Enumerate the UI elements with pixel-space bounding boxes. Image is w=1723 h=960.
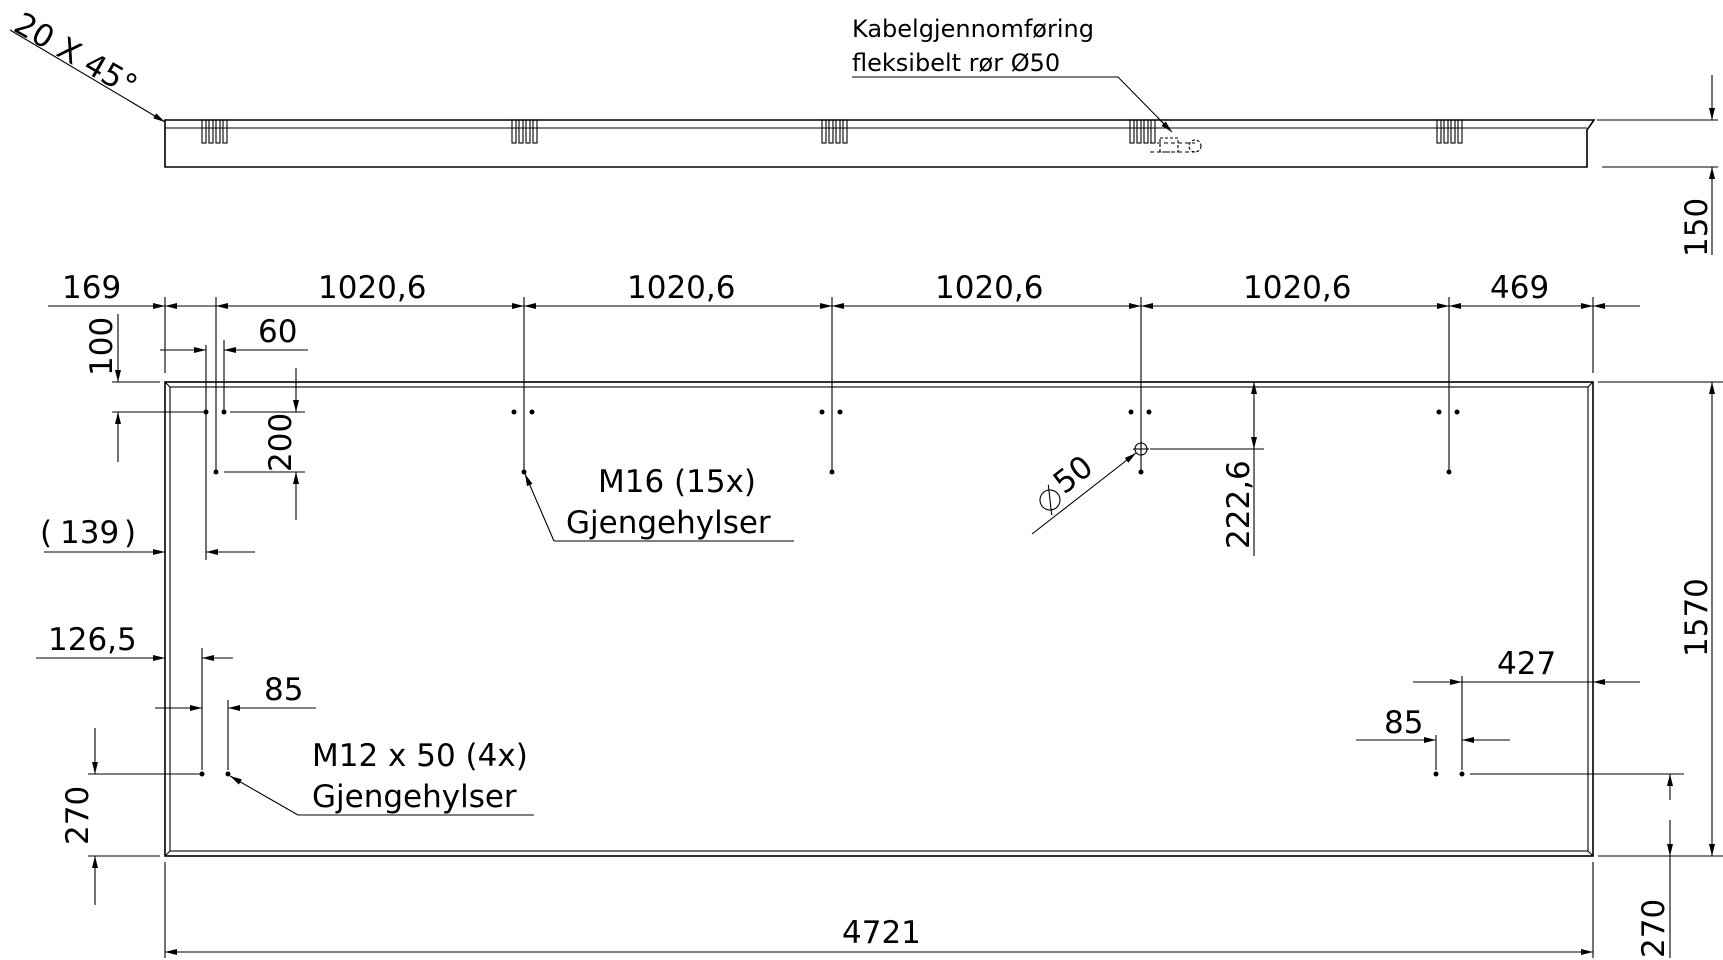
dim-1020-c: 1020,6 — [935, 270, 1043, 306]
insert-stub — [1129, 119, 1156, 144]
cable-note-line2: fleksibelt rør Ø50 — [852, 49, 1060, 77]
dim-dia-50: 50 — [1047, 449, 1100, 502]
dim-1570: 1570 — [1679, 578, 1715, 657]
dim-270-left: 270 — [60, 786, 96, 845]
dim-270-right: 270 — [1636, 899, 1672, 958]
dim-200: 200 — [263, 413, 299, 472]
insert-stub — [201, 119, 228, 144]
dim-427: 427 — [1497, 646, 1556, 682]
insert-stub — [511, 119, 538, 144]
insert-stub — [821, 119, 848, 144]
dim-469: 469 — [1490, 270, 1549, 306]
cable-note-line1: Kabelgjennomføring — [852, 15, 1094, 43]
paren-close: ) — [124, 515, 136, 551]
insert-stub — [1436, 119, 1463, 144]
dim-100: 100 — [84, 317, 120, 376]
m12-callout-line1: M12 x 50 (4x) — [312, 738, 528, 774]
dim-85-left: 85 — [264, 672, 303, 708]
side-view: 20 X 45° Kabelgjennomføring fleksibelt r… — [8, 6, 1718, 257]
dim-169: 169 — [62, 270, 121, 306]
dim-4721: 4721 — [842, 915, 921, 951]
diameter-symbol — [1039, 484, 1061, 516]
dim-222-6: 222,6 — [1221, 460, 1257, 549]
paren-open: ( — [40, 515, 52, 551]
plan-view: 169 1020,6 1020,6 1020,6 1020,6 469 100 … — [36, 270, 1723, 958]
cable-tube — [1150, 137, 1202, 153]
dim-85-right: 85 — [1384, 705, 1423, 741]
m16-callout-line2: Gjengehylser — [566, 505, 771, 541]
dim-126-5: 126,5 — [48, 622, 137, 658]
dim-1020-d: 1020,6 — [1243, 270, 1351, 306]
chamfer-note: 20 X 45° — [8, 6, 143, 105]
dim-1020-b: 1020,6 — [627, 270, 735, 306]
dim-139: 139 — [60, 515, 119, 551]
dim-1020-a: 1020,6 — [318, 270, 426, 306]
dim-height-150: 150 — [1679, 198, 1715, 257]
dim-60: 60 — [258, 314, 297, 350]
m16-callout-line1: M16 (15x) — [598, 464, 756, 500]
m12-callout-line2: Gjengehylser — [312, 779, 517, 815]
